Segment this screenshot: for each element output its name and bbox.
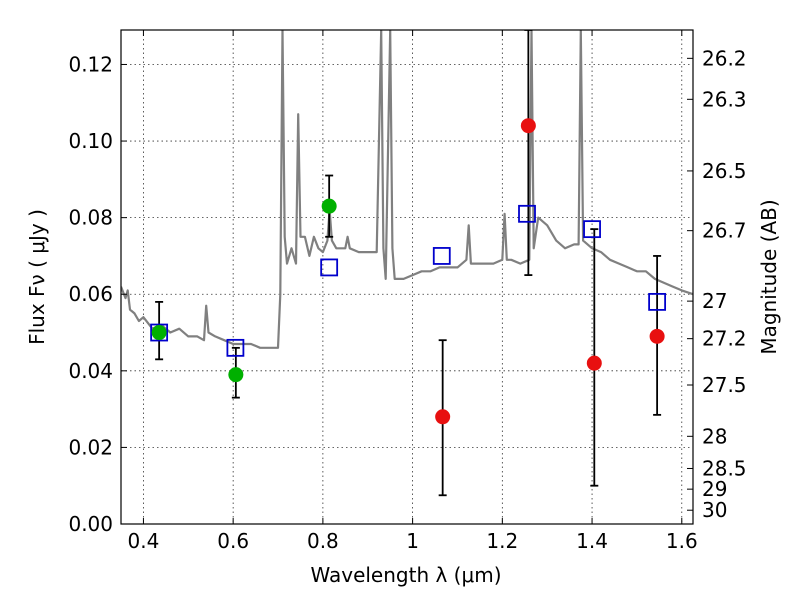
x-tick-label: 0.6: [217, 529, 249, 553]
right-tick-label: 30: [702, 498, 727, 522]
right-axis-title: Magnitude (AB): [757, 199, 781, 354]
right-tick-label: 29: [702, 477, 727, 501]
right-tick-label: 27: [702, 289, 727, 313]
red-data-point: [520, 118, 536, 134]
y-tick-label: 0.02: [68, 435, 113, 459]
model-photometry-square: [518, 204, 536, 223]
right-tick-label: 26.2: [702, 46, 747, 70]
axis-ticks: 0.4 0.6 0.8 1 1.2 1.4 1.6 0.00 0.02 0.04 0.06 0.08 0…: [68, 30, 747, 553]
right-tick-label: 26.7: [702, 219, 747, 243]
x-axis-title: Wavelength λ (μm): [310, 563, 501, 587]
plot-frame: [120, 29, 694, 525]
right-tick-label: 27.2: [702, 327, 747, 351]
red-data-point: [435, 409, 451, 425]
model-photometry-square: [432, 247, 451, 265]
x-tick-label: 1.6: [666, 529, 698, 553]
green-data-point: [228, 367, 244, 383]
red-data-point: [586, 355, 602, 371]
model-photometry-square: [648, 292, 667, 311]
model-photometry-square: [320, 258, 339, 277]
y-tick-label: 0.10: [68, 129, 113, 153]
model-photometry-square: [226, 338, 245, 357]
right-tick-label: 28: [702, 424, 727, 448]
x-tick-label: 0.8: [307, 529, 339, 553]
x-tick-label: 1.4: [576, 529, 608, 553]
model-spectrum-line: [121, 30, 693, 349]
red-data-point: [649, 328, 665, 344]
model-photometry-square: [150, 323, 169, 342]
x-tick-label: 1.2: [486, 529, 518, 553]
y-tick-label: 0.00: [68, 512, 113, 536]
x-tick-label: 0.4: [128, 529, 160, 553]
right-tick-label: 27.5: [702, 373, 747, 397]
right-tick-label: 26.5: [702, 159, 747, 183]
green-data-point: [151, 325, 167, 341]
right-tick-label: 28.5: [702, 456, 747, 480]
model-photometry-square: [583, 220, 601, 239]
x-tick-label: 1: [406, 529, 419, 553]
plot-area: [121, 30, 693, 497]
y-tick-label: 0.06: [68, 282, 113, 306]
y-axis-title: Flux Fν ( μJy ): [25, 209, 49, 345]
green-data-point: [321, 198, 337, 214]
right-tick-label: 26.3: [702, 87, 747, 111]
y-tick-label: 0.12: [68, 52, 113, 76]
y-tick-label: 0.04: [68, 359, 113, 383]
y-tick-label: 0.08: [68, 206, 113, 230]
